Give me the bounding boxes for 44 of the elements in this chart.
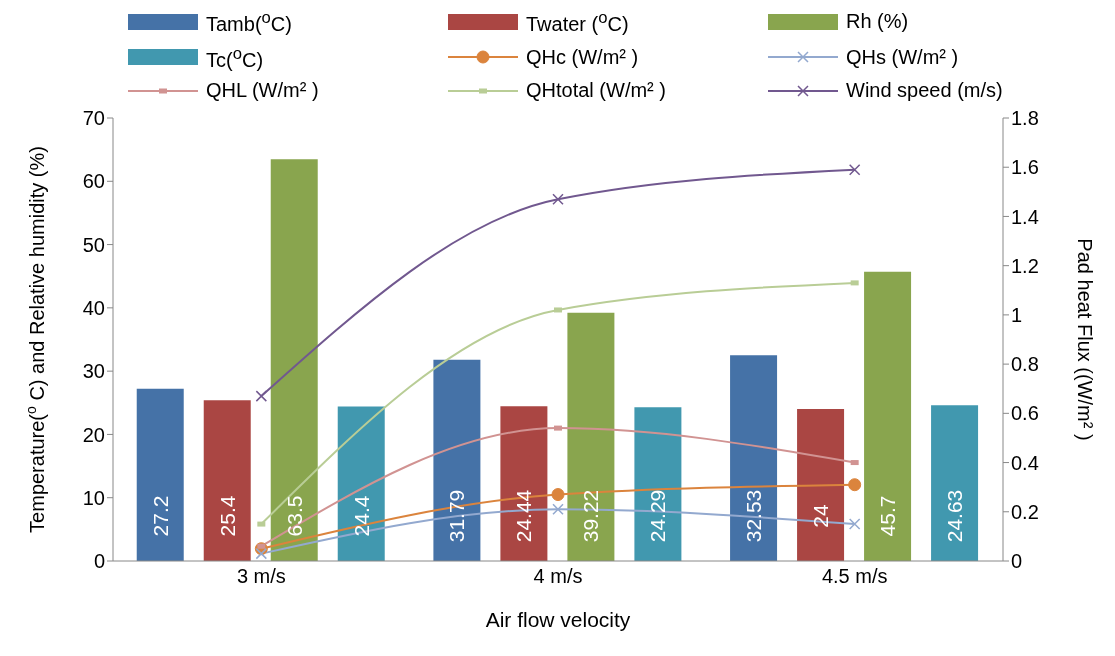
data-label: 25.4 (215, 495, 239, 537)
legend-label: QHc (W/m² ) (526, 45, 639, 69)
y-tick-label: 70 (82, 107, 105, 130)
y2-tick-label: 1.8 (1011, 107, 1039, 130)
data-label: 24.63 (943, 490, 967, 543)
y2-tick-label: 0.4 (1011, 451, 1039, 474)
y-tick-label: 20 (82, 423, 105, 446)
legend-label: Tamb($^{o}$C) (206, 8, 292, 36)
y2-tick-label: 0.6 (1011, 402, 1039, 425)
y2-tick-label: 1.4 (1011, 205, 1039, 228)
legend-label: QHtotal (W/m² ) (526, 79, 666, 103)
data-label: 45.7 (876, 495, 900, 537)
data-label: 31.79 (445, 490, 469, 543)
y2-tick-label: 1.6 (1011, 156, 1039, 179)
legend-label: QHL (W/m² ) (206, 79, 319, 103)
data-label: 24.29 (646, 490, 670, 543)
x-axis-title: Air flow velocity (485, 608, 631, 632)
data-label: 24.44 (512, 489, 536, 543)
y-tick-label: 10 (82, 487, 105, 510)
y-tick-label: 50 (82, 233, 105, 256)
y-tick-label: 30 (82, 360, 105, 383)
y2-axis-title: Pad heat Flux ((W/m² ) (1074, 238, 1096, 441)
legend-label: Rh (%) (846, 10, 909, 34)
y-tick-label: 40 (82, 297, 105, 320)
legend-label: QHs (W/m² ) (846, 45, 959, 69)
y-tick-label: 60 (82, 170, 105, 193)
legend-label: Tc($^{o}$C) (206, 43, 264, 72)
data-label: 24.4 (349, 495, 373, 537)
data-label: 32.53 (742, 490, 766, 543)
x-tick-label: 3 m/s (236, 565, 286, 588)
legend-label: Twater ($^{o}$C) (526, 8, 629, 36)
legend-label: Wind speed (m/s) (846, 79, 1003, 103)
data-label: 39.22 (579, 490, 603, 543)
data-label: 27.2 (148, 495, 172, 537)
y2-tick-label: 0.8 (1011, 353, 1039, 376)
y2-tick-label: 1.2 (1011, 255, 1039, 278)
x-tick-label: 4 m/s (533, 565, 583, 588)
y-tick-label: 0 (93, 550, 105, 573)
y2-tick-label: 0 (1011, 550, 1023, 573)
y2-tick-label: 0.2 (1011, 501, 1039, 524)
y2-tick-label: 1 (1011, 304, 1023, 327)
data-label: 24 (809, 504, 833, 528)
x-tick-label: 4.5 m/s (821, 565, 888, 588)
data-label: 63.5 (282, 495, 306, 537)
